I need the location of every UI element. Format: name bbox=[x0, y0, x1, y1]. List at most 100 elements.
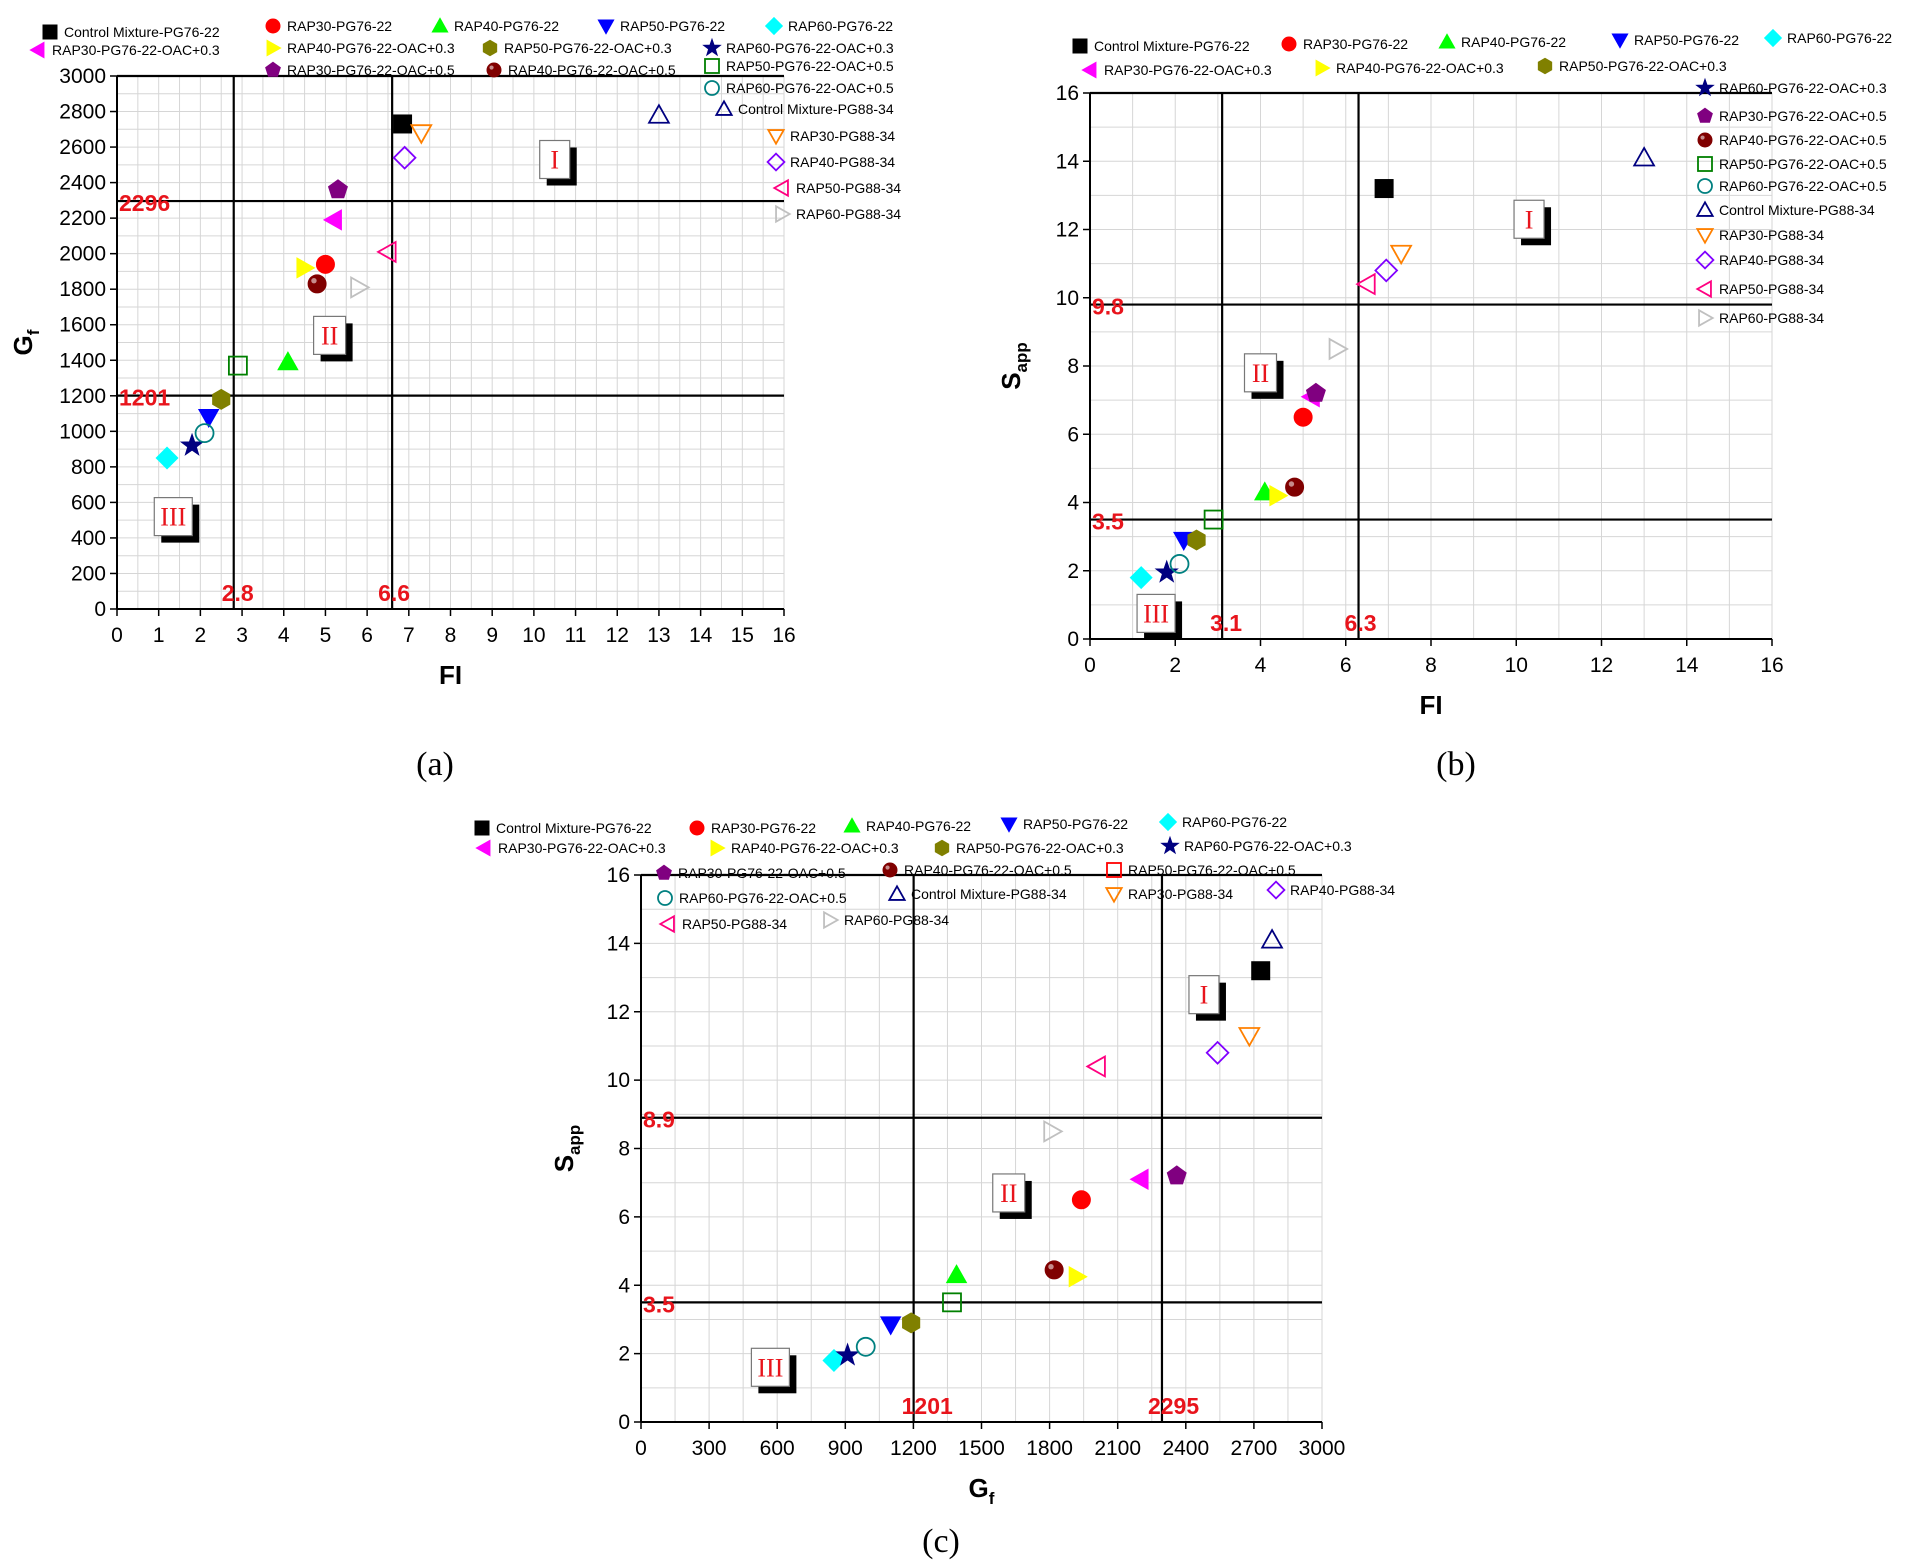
threshold-label-x: 1201 bbox=[902, 1393, 953, 1419]
legend-c-marker-rap60-pg76-22-oac-0-5 bbox=[657, 890, 673, 906]
point-rap30-pg76-22-oac-0-3 bbox=[1129, 1168, 1149, 1191]
point-rap30-pg88-34 bbox=[1237, 1027, 1261, 1048]
legend-b-marker-rap50-pg88-34 bbox=[1695, 279, 1712, 299]
region-label-iii: III bbox=[160, 503, 186, 532]
legend-b-label-rap60-pg88-34: RAP60-PG88-34 bbox=[1719, 310, 1824, 326]
region-label-ii: II bbox=[1252, 359, 1269, 388]
legend-b-marker-rap60-pg76-22 bbox=[1763, 28, 1783, 48]
legend-c-label-control-mixture-pg76-22: Control Mixture-PG76-22 bbox=[496, 820, 652, 836]
legend-b-marker-rap30-pg76-22-oac-0-3 bbox=[1081, 61, 1097, 79]
y-axis-title-subscript: f bbox=[24, 329, 43, 335]
legend-a-marker-rap50-pg76-22 bbox=[597, 19, 615, 35]
legend-c-label-rap50-pg76-22-oac-0-3: RAP50-PG76-22-OAC+0.3 bbox=[956, 840, 1124, 856]
y-tick-label: 12 bbox=[607, 1001, 630, 1024]
x-tick-label: 3000 bbox=[1299, 1437, 1346, 1460]
x-axis-title-main: G bbox=[969, 1473, 989, 1503]
legend-panel-c: Control Mixture-PG76-22 RAP30-PG76-22 RAP4… bbox=[474, 812, 1395, 934]
region-label-iii-box bbox=[750, 1347, 790, 1387]
legend-a-marker-control-mixture-pg76-22 bbox=[42, 24, 58, 40]
threshold-label-x: 3.1 bbox=[1210, 610, 1242, 636]
y-tick-label: 10 bbox=[607, 1069, 630, 1092]
legend-c-label-rap40-pg76-22: RAP40-PG76-22 bbox=[866, 818, 971, 834]
y-axis-title: Sapp bbox=[996, 342, 1031, 390]
point-control-mixture-pg76-22 bbox=[393, 114, 413, 134]
legend-a-marker-rap60-pg76-22 bbox=[764, 16, 784, 36]
point-rap40-pg88-34 bbox=[392, 145, 417, 170]
y-tick-label: 8 bbox=[618, 1138, 630, 1161]
y-tick-label: 2200 bbox=[59, 207, 106, 230]
y-tick-label: 3000 bbox=[59, 65, 106, 88]
legend-a-marker-control-mixture-pg88-34 bbox=[714, 99, 734, 116]
y-axis-title-subscript: app bbox=[565, 1125, 584, 1155]
legend-c-marker-rap50-pg88-34 bbox=[658, 914, 675, 934]
point-rap50-pg76-22-oac-0-5 bbox=[1203, 509, 1224, 530]
legend-b-label-control-mixture-pg88-34: Control Mixture-PG88-34 bbox=[1719, 202, 1875, 218]
point-control-mixture-pg88-34 bbox=[1632, 146, 1656, 167]
x-tick-label: 600 bbox=[760, 1437, 795, 1460]
point-rap40-pg76-22-oac-0-5-highlight bbox=[311, 278, 317, 284]
point-rap60-pg88-34 bbox=[350, 275, 371, 299]
legend-c-marker-rap60-pg76-22-oac-0-3 bbox=[1160, 835, 1180, 855]
legend-c-label-rap50-pg76-22-oac-0-5: RAP50-PG76-22-OAC+0.5 bbox=[1128, 862, 1296, 878]
region-label-ii: II bbox=[321, 321, 338, 350]
y-tick-label: 16 bbox=[1056, 82, 1079, 105]
threshold-label-y: 1201 bbox=[119, 385, 170, 411]
point-rap60-pg76-22-oac-0-5 bbox=[1169, 554, 1190, 574]
y-tick-label: 0 bbox=[1067, 628, 1079, 651]
legend-a-label-rap50-pg76-22-oac-0-3: RAP50-PG76-22-OAC+0.3 bbox=[504, 40, 672, 56]
legend-c-label-rap50-pg88-34: RAP50-PG88-34 bbox=[682, 916, 787, 932]
point-rap30-pg76-22-oac-0-5 bbox=[327, 179, 348, 199]
legend-a-marker-rap30-pg76-22 bbox=[265, 18, 281, 34]
region-label-ii: II bbox=[1000, 1179, 1017, 1208]
point-rap60-pg76-22 bbox=[822, 1348, 846, 1372]
legend-b-marker-rap30-pg88-34 bbox=[1695, 228, 1715, 245]
y-axis-title: Gf bbox=[8, 329, 43, 355]
legend-b-label-rap50-pg76-22: RAP50-PG76-22 bbox=[1634, 32, 1739, 48]
y-tick-label: 0 bbox=[618, 1411, 630, 1434]
point-rap50-pg88-34 bbox=[1355, 272, 1376, 296]
y-axis-title: Sapp bbox=[549, 1125, 584, 1173]
x-tick-label: 10 bbox=[1505, 654, 1528, 677]
legend-b-marker-rap50-pg76-22-oac-0-3 bbox=[1537, 57, 1553, 75]
x-tick-label: 7 bbox=[403, 624, 415, 647]
panel-label: (a) bbox=[416, 746, 454, 783]
threshold-label-y: 9.8 bbox=[1092, 294, 1124, 320]
legend-b-marker-rap60-pg76-22-oac-0-3 bbox=[1695, 77, 1715, 97]
legend-b-marker-rap40-pg76-22-oac-0-5 bbox=[1697, 132, 1713, 148]
point-rap40-pg76-22 bbox=[277, 351, 299, 371]
point-rap30-pg76-22 bbox=[1071, 1190, 1091, 1210]
legend-a-label-rap50-pg76-22: RAP50-PG76-22 bbox=[620, 18, 725, 34]
point-rap40-pg76-22-oac-0-5-highlight bbox=[1288, 481, 1295, 487]
region-label-iii: III bbox=[1143, 599, 1169, 628]
legend-b-marker-rap60-pg88-34 bbox=[1698, 308, 1715, 328]
chart-panel-a: 0 1 2 3 4 5 6 7 8 9 10 11 12 13 14 15 160200400600800100… bbox=[8, 65, 796, 783]
legend-a-marker-rap40-pg76-22-oac-0-3 bbox=[266, 39, 282, 57]
point-rap40-pg76-22-oac-0-5 bbox=[307, 274, 327, 294]
y-tick-label: 1000 bbox=[59, 420, 106, 443]
legend-a-label-control-mixture-pg88-34: Control Mixture-PG88-34 bbox=[738, 101, 894, 117]
threshold-label-x: 6.3 bbox=[1345, 610, 1377, 636]
legend-b-label-rap30-pg76-22-oac-0-3: RAP30-PG76-22-OAC+0.3 bbox=[1104, 62, 1272, 78]
point-rap50-pg76-22-oac-0-3 bbox=[212, 388, 231, 410]
point-rap60-pg76-22-oac-0-3 bbox=[1154, 559, 1179, 583]
legend-b-marker-rap40-pg76-22 bbox=[1438, 33, 1456, 49]
legend-a-marker-rap30-pg76-22-oac-0-3 bbox=[29, 41, 45, 59]
grid bbox=[116, 75, 785, 610]
y-tick-label: 2600 bbox=[59, 136, 106, 159]
y-tick-label: 6 bbox=[618, 1206, 630, 1229]
y-axis-title-subscript: app bbox=[1012, 342, 1031, 372]
legend-a-label-control-mixture-pg76-22: Control Mixture-PG76-22 bbox=[64, 24, 220, 40]
y-tick-label: 2800 bbox=[59, 101, 106, 124]
point-rap60-pg76-22-oac-0-5 bbox=[194, 423, 215, 444]
y-tick-label: 14 bbox=[607, 932, 631, 955]
point-rap40-pg76-22 bbox=[945, 1264, 968, 1284]
legend-b-marker-control-mixture-pg88-34 bbox=[1695, 200, 1715, 217]
legend-c-marker-rap60-pg88-34 bbox=[823, 910, 840, 930]
point-rap50-pg76-22-oac-0-5 bbox=[227, 355, 248, 376]
x-axis-title: FI bbox=[1419, 690, 1442, 720]
legend-a-marker-rap40-pg76-22 bbox=[431, 17, 449, 33]
panel-label: (c) bbox=[922, 1523, 960, 1560]
grid bbox=[640, 874, 1323, 1423]
legend-c-label-rap60-pg88-34: RAP60-PG88-34 bbox=[844, 912, 949, 928]
x-tick-label: 13 bbox=[647, 624, 670, 647]
